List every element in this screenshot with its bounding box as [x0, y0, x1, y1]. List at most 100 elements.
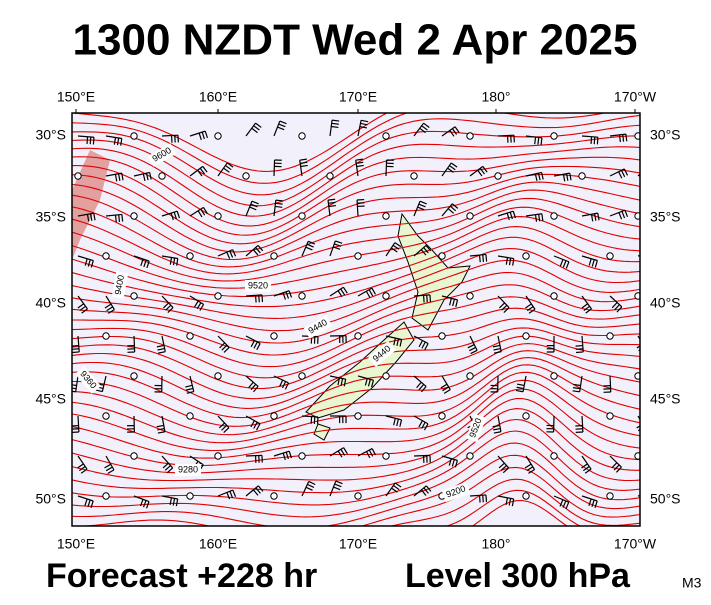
barb-feather: [648, 167, 653, 172]
barb-feather: [256, 295, 257, 302]
calm-marker: [103, 413, 109, 419]
longitude-label-top: 150°E: [57, 89, 95, 105]
barb-staff: [610, 376, 611, 392]
barb-feather: [119, 215, 120, 222]
barb-feather: [541, 138, 542, 145]
calm-marker: [355, 253, 361, 259]
latitude-label-left: 50°S: [35, 491, 66, 507]
calm-marker: [131, 373, 137, 379]
barb-feather: [620, 135, 621, 142]
calm-marker: [271, 333, 277, 339]
barb-feather: [591, 137, 592, 144]
barb-staff: [274, 160, 275, 176]
calm-marker: [355, 493, 361, 499]
barb-feather: [576, 352, 583, 353]
calm-marker: [103, 333, 109, 339]
barb-feather: [262, 295, 263, 302]
barb-feather: [116, 215, 117, 222]
calm-marker: [411, 173, 417, 179]
barb-feather: [654, 253, 655, 260]
latitude-label-left: 35°S: [35, 209, 66, 225]
calm-marker: [215, 373, 221, 379]
forecast-label: Forecast +228 hr: [46, 557, 317, 595]
barb-feather: [483, 255, 484, 262]
longitude-label-bottom: 180°: [482, 536, 511, 552]
calm-marker: [607, 333, 613, 339]
barb-staff: [414, 455, 430, 456]
calm-marker: [523, 253, 529, 259]
longitude-label-top: 170°E: [339, 89, 377, 105]
calm-marker: [607, 493, 613, 499]
contour-label: 9280: [178, 464, 198, 474]
calm-marker: [607, 253, 613, 259]
level-label: Level 300 hPa: [405, 557, 631, 595]
calm-marker: [383, 453, 389, 459]
barb-staff: [498, 135, 514, 136]
barb-feather: [647, 254, 648, 261]
calm-marker: [467, 293, 473, 299]
longitude-label-top: 180°: [482, 89, 511, 105]
calm-marker: [383, 373, 389, 379]
calm-marker: [103, 253, 109, 259]
calm-marker: [495, 173, 501, 179]
barb-feather: [647, 495, 648, 502]
calm-marker: [215, 133, 221, 139]
longitude-label-bottom: 170°W: [614, 536, 657, 552]
calm-marker: [187, 333, 193, 339]
barb-feather: [275, 206, 282, 207]
barb-feather: [90, 137, 91, 144]
calm-marker: [523, 413, 529, 419]
calm-marker: [327, 173, 333, 179]
calm-marker: [551, 133, 557, 139]
model-label: M3: [682, 575, 702, 591]
calm-marker: [131, 293, 137, 299]
barb-feather: [72, 349, 79, 350]
latitude-label-right: 50°S: [650, 491, 681, 507]
barb-staff: [134, 336, 135, 352]
calm-marker: [215, 453, 221, 459]
calm-marker: [467, 213, 473, 219]
calm-marker: [551, 293, 557, 299]
longitude-label-bottom: 150°E: [57, 536, 95, 552]
longitude-label-top: 170°W: [614, 89, 657, 105]
barb-feather: [576, 346, 583, 347]
barb-feather: [650, 165, 655, 170]
calm-marker: [131, 213, 137, 219]
calm-marker: [439, 413, 445, 419]
calm-marker: [467, 133, 473, 139]
barb-feather: [645, 170, 650, 175]
latitude-label-left: 30°S: [35, 127, 66, 143]
calm-marker: [355, 413, 361, 419]
calm-marker: [131, 133, 137, 139]
latitude-label-left: 40°S: [35, 295, 66, 311]
barb-feather: [535, 137, 536, 144]
barb-feather: [576, 349, 583, 350]
barb-staff: [162, 135, 178, 136]
barb-feather: [122, 214, 123, 221]
barb-feather: [276, 200, 283, 201]
calm-marker: [523, 333, 529, 339]
calm-marker: [243, 173, 249, 179]
contour-label-group: 9520: [245, 280, 271, 292]
calm-marker: [383, 293, 389, 299]
calm-marker: [355, 333, 361, 339]
calm-marker: [551, 453, 557, 459]
calm-marker: [551, 373, 557, 379]
contour-label-group: 9280: [175, 464, 201, 476]
calm-marker: [159, 173, 165, 179]
latitude-label-left: 45°S: [35, 391, 66, 407]
calm-marker: [215, 213, 221, 219]
calm-marker: [383, 213, 389, 219]
calm-marker: [467, 373, 473, 379]
barb-feather: [93, 137, 94, 144]
calm-marker: [439, 253, 445, 259]
calm-marker: [131, 453, 137, 459]
barb-feather: [640, 350, 646, 354]
calm-marker: [383, 133, 389, 139]
calm-marker: [103, 493, 109, 499]
latitude-label-right: 40°S: [650, 295, 681, 311]
barb-staff: [246, 455, 262, 456]
calm-marker: [187, 413, 193, 419]
calm-marker: [187, 493, 193, 499]
